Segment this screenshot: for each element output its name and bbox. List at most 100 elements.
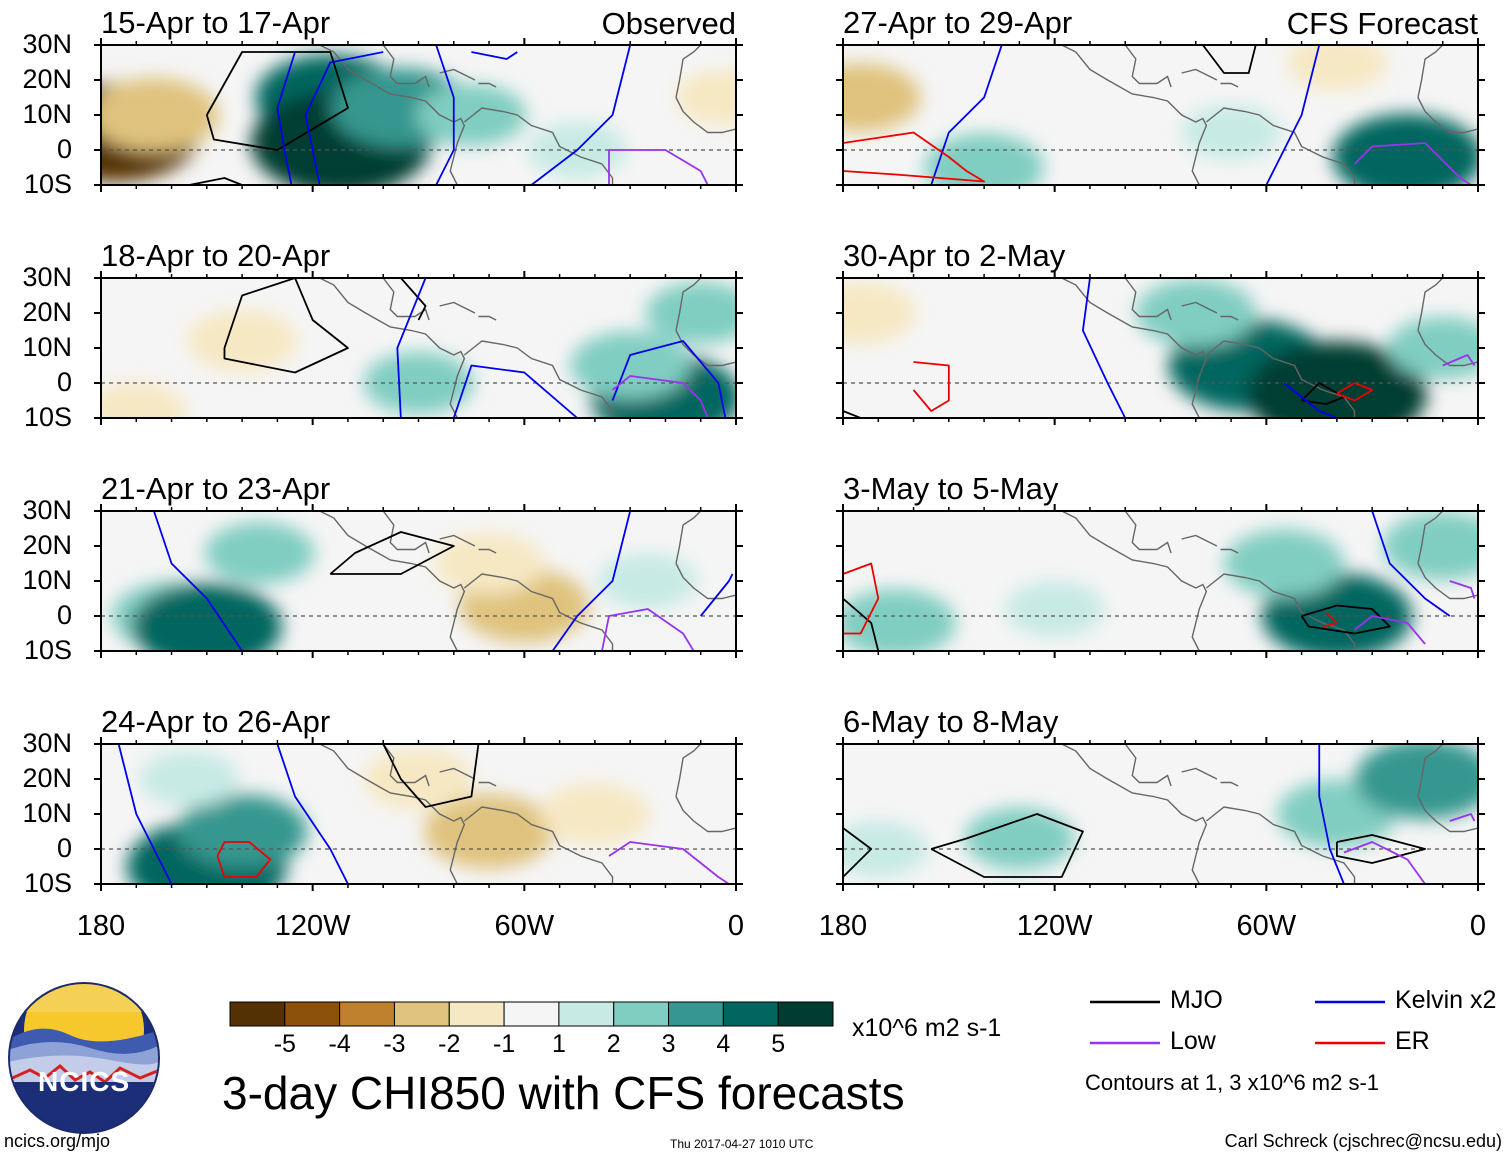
- coastline: [675, 511, 702, 564]
- kelvin-contour: [1283, 382, 1338, 418]
- coastline: [1220, 781, 1239, 787]
- colorbar-tick-label: 3: [661, 1030, 676, 1058]
- shading-layer: [843, 512, 1478, 651]
- low-contour: [1449, 813, 1476, 822]
- kelvin-contour: [304, 51, 384, 185]
- shading-blob: [101, 383, 187, 418]
- y-tick-label: 20N: [22, 763, 72, 793]
- coastline: [1061, 45, 1208, 185]
- y-tick-label: 0: [56, 833, 72, 863]
- low-contour: [608, 149, 709, 185]
- x-tick-label: 0: [1469, 910, 1487, 942]
- panel-title: 24-Apr to 26-Apr: [101, 704, 331, 739]
- shading-blob: [539, 783, 650, 845]
- coastline: [478, 548, 497, 554]
- mjo-contour: [329, 531, 455, 575]
- colorbar-swatch: [448, 1001, 505, 1027]
- coastline: [319, 511, 466, 651]
- kelvin-contour: [276, 51, 296, 185]
- colorbar-swatch: [339, 1001, 395, 1027]
- kelvin-contour: [452, 364, 578, 418]
- coastline: [1124, 45, 1172, 88]
- coastline: [1205, 806, 1356, 884]
- kelvin-contour: [396, 278, 427, 418]
- y-tick-label: 10N: [22, 99, 72, 129]
- y-tick-label: 20N: [22, 297, 72, 327]
- coastline: [1124, 511, 1172, 554]
- shading-layer: [843, 279, 1478, 418]
- kelvin-contour: [435, 45, 455, 185]
- shading-blob: [139, 751, 240, 807]
- coastline: [319, 45, 466, 185]
- shading-blob: [131, 583, 282, 651]
- coastline: [463, 806, 614, 884]
- shading-blob: [363, 352, 474, 414]
- mjo-contour: [382, 744, 480, 808]
- legend-label-er: ER: [1395, 1027, 1430, 1055]
- colorbar-swatch: [777, 1001, 834, 1027]
- shading-layer: [843, 744, 1478, 877]
- coastline: [439, 534, 476, 547]
- x-tick-label: 180: [818, 910, 868, 942]
- footer-url[interactable]: ncics.org/mjo: [4, 1131, 111, 1151]
- y-tick-label: 0: [56, 367, 72, 397]
- kelvin-contour: [1081, 278, 1127, 418]
- coastline: [1205, 107, 1356, 185]
- ncics-logo[interactable]: [8, 970, 160, 1134]
- mjo-contour: [205, 51, 349, 151]
- shading-blob: [363, 748, 474, 810]
- panel-title: 21-Apr to 23-Apr: [101, 471, 331, 506]
- low-contour: [1343, 841, 1426, 884]
- mjo-contour: [223, 278, 349, 374]
- coastline: [463, 107, 614, 185]
- shading-blob: [675, 69, 736, 126]
- mjo-contour: [843, 827, 873, 878]
- y-tick-label: 10S: [23, 402, 72, 432]
- y-tick-label: 10S: [23, 169, 72, 199]
- coastline: [1061, 744, 1208, 884]
- y-tick-label: 20N: [22, 64, 72, 94]
- kelvin-contour: [471, 51, 518, 60]
- kelvin-contour: [611, 340, 727, 418]
- shading-layer: [101, 54, 736, 185]
- y-tick-label: 30N: [22, 29, 72, 59]
- coastline: [1181, 301, 1218, 314]
- panel-1-2: [836, 504, 1485, 658]
- coastline: [439, 767, 476, 780]
- mjo-contour: [400, 278, 427, 321]
- y-tick-label: 10S: [23, 868, 72, 898]
- colorbar-swatch: [503, 1001, 560, 1027]
- coastline: [1061, 511, 1208, 651]
- coastline: [478, 82, 497, 88]
- low-contour: [1353, 615, 1426, 645]
- y-tick-label: 30N: [22, 262, 72, 292]
- coastline: [1181, 68, 1218, 81]
- coastline: [1417, 97, 1478, 134]
- panel-1-1: [836, 271, 1485, 425]
- er-contour: [843, 131, 986, 183]
- kelvin-contour: [930, 45, 1003, 185]
- colorbar-swatch: [393, 1001, 450, 1027]
- coastline: [1181, 534, 1218, 547]
- y-tick-label: 10N: [22, 332, 72, 362]
- shading-layer: [126, 748, 650, 884]
- colorbar-swatch: [668, 1001, 724, 1027]
- shading-blob: [597, 553, 698, 609]
- coastline: [1417, 45, 1444, 98]
- er-contour: [843, 562, 880, 635]
- coastline: [463, 340, 614, 418]
- shading-blob: [1135, 279, 1256, 347]
- colorbar-swatch: [558, 1001, 615, 1027]
- shading-blob: [187, 310, 298, 372]
- panel-title: 3-May to 5-May: [843, 471, 1059, 506]
- panel-title: 6-May to 8-May: [843, 704, 1059, 739]
- legend-label-low: Low: [1170, 1027, 1216, 1055]
- shading-blob: [1181, 104, 1282, 161]
- colorbar-units: x10^6 m2 s-1: [852, 1014, 1002, 1042]
- panel-1-3: [836, 737, 1485, 891]
- coastline: [319, 278, 466, 418]
- mjo-contour: [189, 177, 243, 185]
- shading-blob: [1246, 341, 1427, 418]
- coastline: [478, 781, 497, 787]
